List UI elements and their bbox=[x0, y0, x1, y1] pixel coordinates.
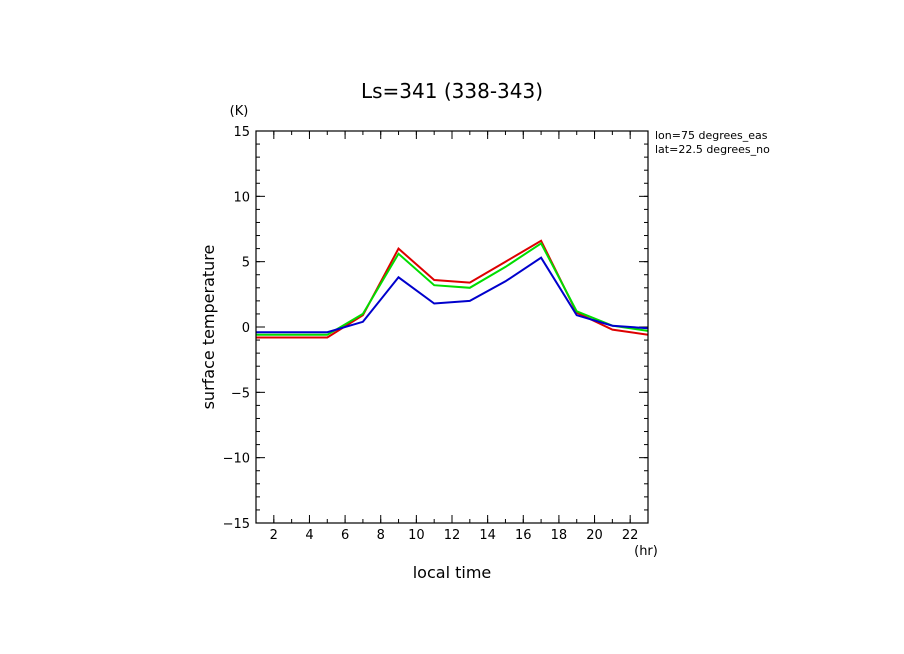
x-tick-label: 18 bbox=[551, 528, 568, 543]
x-tick-label: 2 bbox=[270, 528, 278, 543]
series-line-1 bbox=[256, 241, 649, 336]
x-tick-label: 20 bbox=[586, 528, 603, 543]
x-axis-label: local time bbox=[413, 563, 492, 582]
x-tick-label: 22 bbox=[622, 528, 639, 543]
series-line-0 bbox=[256, 239, 649, 339]
annotation-lon: lon=75 degrees_eas bbox=[655, 129, 768, 142]
y-axis-label: surface temperature bbox=[199, 245, 218, 410]
x-tick-label: 12 bbox=[444, 528, 461, 543]
series-lines bbox=[256, 239, 649, 339]
x-tick-label: 10 bbox=[408, 528, 425, 543]
y-tick-label: −15 bbox=[223, 517, 250, 532]
x-unit-label: (hr) bbox=[634, 544, 658, 559]
x-tick-label: 16 bbox=[515, 528, 532, 543]
y-tick-label: 15 bbox=[233, 125, 250, 140]
y-tick-label: −5 bbox=[231, 386, 250, 401]
y-tick-label: 0 bbox=[242, 321, 250, 336]
y-tick-label: 5 bbox=[242, 256, 250, 271]
x-tick-label: 4 bbox=[305, 528, 313, 543]
axes-ticks: 2 4 6 8 10 12 14 16 18 20 22 −15 −10 −5 0 5 10 15 bbox=[223, 125, 649, 543]
x-tick-label: 14 bbox=[479, 528, 496, 543]
chart-title: Ls=341 (338-343) bbox=[361, 79, 543, 103]
annotation-lat: lat=22.5 degrees_no bbox=[655, 143, 770, 156]
series-line-2 bbox=[256, 256, 649, 334]
x-tick-label: 8 bbox=[377, 528, 385, 543]
y-tick-label: 10 bbox=[233, 190, 250, 205]
x-tick-label: 6 bbox=[341, 528, 349, 543]
y-unit-label: (K) bbox=[230, 104, 249, 119]
plot-frame bbox=[255, 130, 649, 524]
y-tick-label: −10 bbox=[223, 452, 250, 467]
